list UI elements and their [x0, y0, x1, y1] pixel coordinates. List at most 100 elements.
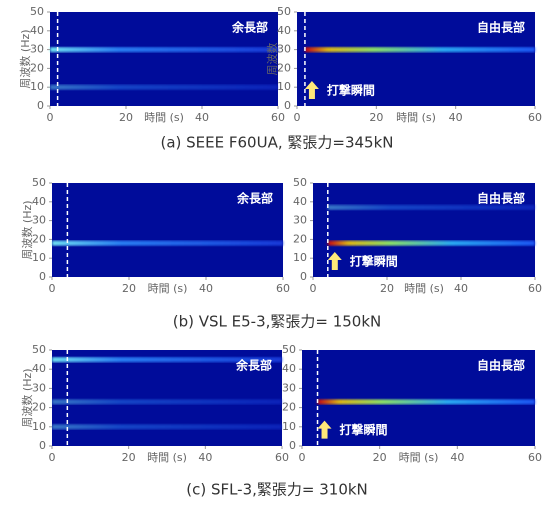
frequency-band: [52, 240, 283, 246]
annotation: 打撃瞬間: [340, 422, 388, 437]
x-tick-label: 60: [528, 282, 542, 295]
y-tick-label: 20: [30, 61, 44, 74]
y-tick-label: 20: [282, 401, 296, 414]
plot-area: [297, 12, 535, 106]
panel-title: 自由長部: [477, 358, 525, 373]
plot-area: [52, 183, 283, 277]
y-axis-label: 周波数 (Hz): [21, 368, 34, 427]
y-tick-label: 50: [282, 343, 296, 356]
x-tick-label: 40: [454, 282, 468, 295]
y-tick-label: 40: [277, 24, 291, 37]
panel-title: 自由長部: [477, 191, 525, 206]
panel-title: 余長部: [231, 20, 268, 35]
x-axis-label: 時間 (s): [399, 451, 439, 464]
y-tick-label: 30: [277, 43, 291, 56]
x-tick-label: 20: [119, 111, 133, 124]
y-tick-label: 10: [282, 420, 296, 433]
plot-area: [50, 12, 278, 106]
x-tick-label: 0: [310, 282, 317, 295]
x-tick-label: 20: [369, 111, 383, 124]
frequency-band: [52, 399, 282, 405]
frequency-band: [327, 204, 535, 210]
x-axis-label: 時間 (s): [148, 282, 188, 295]
x-axis-label: 時間 (s): [147, 451, 187, 464]
y-tick-label: 20: [293, 232, 307, 245]
plot-area: [52, 350, 282, 446]
y-tick-label: 0: [289, 439, 296, 452]
x-tick-label: 20: [373, 451, 387, 464]
strike-arrow: [304, 80, 319, 99]
x-axis-label: 時間 (s): [404, 282, 444, 295]
plot-area: [302, 350, 535, 446]
annotation: 打撃瞬間: [327, 82, 375, 97]
x-tick-label: 60: [271, 111, 285, 124]
strike-arrow: [317, 420, 332, 439]
caption: (b) VSL E5-3,緊張力= 150kN: [173, 313, 382, 331]
y-axis-label: 周波数: [266, 43, 279, 76]
x-tick-label: 20: [122, 282, 136, 295]
y-tick-label: 30: [30, 43, 44, 56]
y-tick-label: 10: [293, 251, 307, 264]
strike-arrow: [327, 251, 342, 270]
y-tick-label: 10: [32, 251, 46, 264]
y-tick-label: 10: [30, 80, 44, 93]
frequency-band: [304, 47, 535, 53]
y-tick-label: 30: [32, 381, 46, 394]
y-axis-label: 周波数 (Hz): [21, 200, 34, 259]
y-tick-label: 20: [32, 232, 46, 245]
y-tick-label: 10: [277, 80, 291, 93]
y-tick-label: 40: [32, 195, 46, 208]
x-tick-label: 60: [528, 111, 542, 124]
x-tick-label: 0: [49, 451, 56, 464]
y-tick-label: 0: [39, 439, 46, 452]
y-tick-label: 50: [32, 343, 46, 356]
y-tick-label: 20: [277, 61, 291, 74]
y-tick-label: 50: [277, 5, 291, 18]
panel-title: 余長部: [236, 191, 273, 206]
x-tick-label: 40: [450, 451, 464, 464]
y-tick-label: 20: [32, 401, 46, 414]
y-tick-label: 40: [32, 362, 46, 375]
x-tick-label: 60: [528, 451, 542, 464]
y-tick-label: 40: [30, 24, 44, 37]
x-axis-label: 時間 (s): [144, 111, 184, 124]
x-tick-label: 20: [122, 451, 136, 464]
panel-title: 余長部: [235, 358, 272, 373]
y-tick-label: 40: [293, 195, 307, 208]
x-tick-label: 40: [199, 282, 213, 295]
y-tick-label: 40: [282, 362, 296, 375]
x-tick-label: 0: [47, 111, 54, 124]
y-tick-label: 50: [32, 176, 46, 189]
caption: (a) SEEE F60UA, 緊張力=345kN: [161, 134, 394, 152]
x-tick-label: 20: [380, 282, 394, 295]
y-tick-label: 10: [32, 420, 46, 433]
y-tick-label: 30: [282, 381, 296, 394]
x-tick-label: 0: [299, 451, 306, 464]
y-tick-label: 0: [284, 99, 291, 112]
plot-area: [313, 183, 535, 277]
x-tick-label: 40: [195, 111, 209, 124]
y-tick-label: 0: [300, 270, 307, 283]
frequency-band: [327, 240, 535, 246]
y-tick-label: 50: [30, 5, 44, 18]
frequency-band: [50, 84, 278, 90]
frequency-band: [50, 47, 278, 53]
y-axis-label: 周波数 (Hz): [19, 29, 32, 88]
caption: (c) SFL-3,緊張力= 310kN: [186, 481, 368, 499]
y-tick-label: 0: [39, 270, 46, 283]
frequency-band: [317, 399, 535, 405]
x-axis-label: 時間 (s): [396, 111, 436, 124]
x-tick-label: 0: [294, 111, 301, 124]
y-tick-label: 0: [37, 99, 44, 112]
y-tick-label: 30: [32, 214, 46, 227]
x-tick-label: 40: [198, 451, 212, 464]
y-tick-label: 30: [293, 214, 307, 227]
x-tick-label: 40: [449, 111, 463, 124]
frequency-band: [52, 357, 282, 363]
y-tick-label: 50: [293, 176, 307, 189]
annotation: 打撃瞬間: [350, 253, 398, 268]
x-tick-label: 60: [276, 282, 290, 295]
x-tick-label: 60: [275, 451, 289, 464]
